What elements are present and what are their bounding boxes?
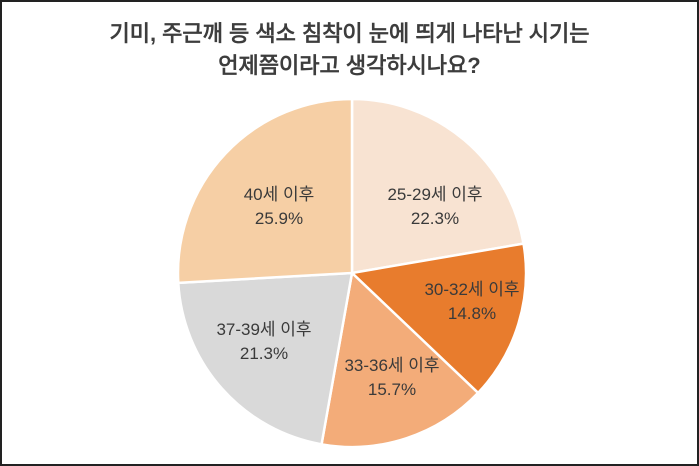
slice-label-text: 25-29세 이후 — [387, 185, 483, 204]
pie-slice-label-30-32: 30-32세 이후 14.8% — [424, 278, 519, 326]
pie-slice-label-33-36: 33-36세 이후 15.7% — [344, 354, 439, 402]
pie-slice-label-37-39: 37-39세 이후 21.3% — [216, 318, 311, 366]
slice-value-text: 21.3% — [239, 344, 289, 363]
pie-slice-0 — [350, 97, 525, 275]
slice-label-text: 33-36세 이후 — [344, 356, 440, 375]
slice-label-text: 37-39세 이후 — [216, 320, 312, 339]
slice-value-text: 15.7% — [367, 380, 417, 399]
pie-slice-1 — [350, 242, 528, 395]
slice-label-text: 40세 이후 — [243, 185, 315, 204]
slice-value-text: 25.9% — [254, 209, 304, 228]
pie-slice-label-40plus: 40세 이후 25.9% — [244, 183, 315, 231]
chart-title: 기미, 주근깨 등 색소 침착이 눈에 띄게 나타난 시기는 언제쯤이라고 생각… — [2, 18, 697, 82]
slice-label-text: 30-32세 이후 — [424, 280, 520, 299]
chart-title-line-2: 언제쯤이라고 생각하시나요? — [218, 52, 481, 78]
chart-title-line-1: 기미, 주근깨 등 색소 침착이 눈에 띄게 나타난 시기는 — [109, 21, 590, 46]
pie-slice-4 — [176, 97, 354, 285]
pie-slice-label-25-29: 25-29세 이후 22.3% — [387, 183, 482, 231]
slice-value-text: 22.3% — [410, 209, 460, 228]
slice-value-text: 14.8% — [447, 304, 497, 323]
pie-slice-2 — [320, 271, 480, 449]
pie-slice-3 — [177, 271, 354, 446]
